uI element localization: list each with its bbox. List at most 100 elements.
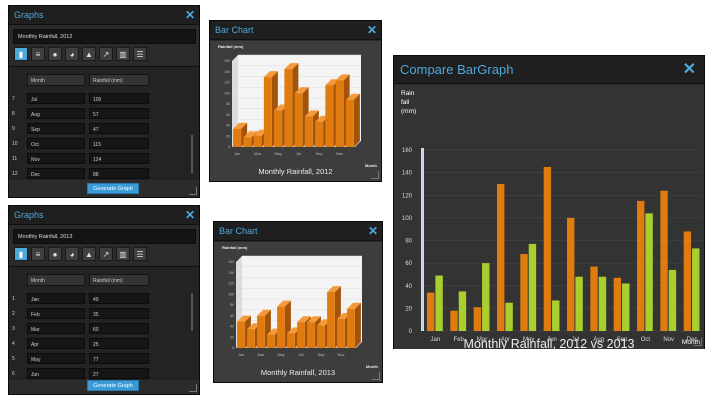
pie-chart-icon[interactable]: ◕ (65, 247, 79, 261)
column-header-rainfall[interactable]: Rainfall (mm) (89, 74, 149, 86)
y-axis-label: fall (401, 99, 410, 106)
resize-handle[interactable] (189, 384, 197, 392)
line-chart-icon[interactable]: ↗ (99, 47, 113, 61)
rainfall-cell[interactable]: 77 (89, 353, 149, 364)
row-number: 9 (12, 126, 15, 132)
horizontal-bar-icon[interactable]: ≡ (31, 47, 45, 61)
month-cell[interactable]: Sep (27, 123, 85, 134)
bar (297, 322, 305, 348)
rainfall-cell[interactable]: 47 (89, 123, 149, 134)
close-icon[interactable]: ✕ (366, 23, 377, 37)
close-icon[interactable]: ✕ (184, 8, 195, 22)
row-number: 11 (12, 156, 18, 162)
rainfall-cell[interactable]: 88 (89, 168, 149, 179)
bar (287, 333, 295, 348)
column-chart-icon[interactable]: ▥ (116, 247, 130, 261)
row-number: 1 (12, 296, 15, 302)
area-chart-icon[interactable]: ▲ (82, 47, 96, 61)
month-cell[interactable]: Mar (27, 323, 85, 334)
stacked-bar-icon[interactable]: ☰ (133, 247, 147, 261)
column-header-month[interactable]: Month (27, 274, 85, 286)
month-cell[interactable]: Nov (27, 153, 85, 164)
resize-handle[interactable] (189, 187, 197, 195)
column-header-month[interactable]: Month (27, 74, 85, 86)
month-cell[interactable]: Oct (27, 138, 85, 149)
rainfall-cell[interactable]: 60 (89, 323, 149, 334)
bar-chart-icon[interactable]: ▮ (14, 247, 28, 261)
column-header-rainfall[interactable]: Rainfall (mm) (89, 274, 149, 286)
bar-top (307, 316, 321, 323)
bar-2012 (613, 277, 622, 331)
month-cell[interactable]: Jul (27, 93, 85, 104)
y-tick-label: 140 (224, 70, 230, 74)
bar-chart-icon[interactable]: ▮ (14, 47, 28, 61)
rainfall-cell[interactable]: 25 (89, 338, 149, 349)
close-icon[interactable]: ✕ (184, 208, 195, 222)
rainfall-cell[interactable]: 124 (89, 153, 149, 164)
close-icon[interactable]: ✕ (682, 60, 696, 78)
scrollbar[interactable] (191, 293, 193, 331)
generate-graph-button[interactable]: Generate Graph (87, 183, 139, 194)
bar (307, 322, 315, 348)
rainfall-cell[interactable]: 57 (89, 108, 149, 119)
panel-header[interactable]: Compare BarGraph ✕ (394, 56, 704, 84)
resize-handle[interactable] (694, 338, 702, 346)
month-cell[interactable]: Feb (27, 308, 85, 319)
resize-handle[interactable] (371, 171, 379, 179)
chart-title-input[interactable]: Monthly Rainfall, 2013 (13, 229, 196, 244)
column-chart-icon[interactable]: ▥ (116, 47, 130, 61)
row-number: 3 (12, 326, 15, 332)
bar-2012 (567, 217, 575, 331)
x-tick-label: Sep (316, 151, 324, 156)
panel-header[interactable]: Graphs ✕ (9, 6, 199, 25)
bubble-icon[interactable]: ● (48, 47, 62, 61)
y-tick-label: 80 (226, 102, 230, 106)
bar (237, 321, 245, 348)
horizontal-bar-icon[interactable]: ≡ (31, 247, 45, 261)
area-chart-icon[interactable]: ▲ (82, 247, 96, 261)
month-cell[interactable]: Aug (27, 108, 85, 119)
generate-graph-button[interactable]: Generate Graph (87, 380, 139, 391)
rainfall-cell[interactable]: 35 (89, 308, 149, 319)
x-tick-label: May (277, 352, 285, 357)
bar-top (327, 286, 341, 293)
x-tick-label: Sep (317, 352, 325, 357)
y-tick-label: 120 (402, 193, 413, 199)
month-cell[interactable]: Jun (27, 368, 85, 379)
graphs-panel-2012: Graphs ✕ Monthly Rainfall, 2012 ▮ ≡ ● ◕ … (8, 5, 200, 198)
month-cell[interactable]: May (27, 353, 85, 364)
table-row: 7 Jul 100 (9, 93, 193, 104)
y-tick-label: 120 (228, 282, 234, 286)
bar (284, 69, 293, 147)
bubble-icon[interactable]: ● (48, 247, 62, 261)
rainfall-cell[interactable]: 49 (89, 293, 149, 304)
rainfall-cell[interactable]: 100 (89, 93, 149, 104)
stacked-bar-icon[interactable]: ☰ (133, 47, 147, 61)
line-chart-icon[interactable]: ↗ (99, 247, 113, 261)
y-tick-label: 60 (230, 314, 234, 318)
scrollbar[interactable] (191, 135, 193, 173)
bar-2012 (427, 292, 435, 331)
close-icon[interactable]: ✕ (367, 224, 378, 238)
resize-handle[interactable] (372, 372, 380, 380)
month-cell[interactable]: Jan (27, 293, 85, 304)
x-tick-label: Jul (298, 352, 303, 357)
table-row: 11 Nov 124 (9, 153, 193, 164)
bar-top (233, 122, 248, 129)
chart-title-input[interactable]: Monthly Rainfall, 2012 (13, 29, 196, 44)
bar-top (237, 315, 251, 322)
panel-header[interactable]: Bar Chart ✕ (210, 21, 381, 40)
bar (253, 135, 262, 147)
month-cell[interactable]: Apr (27, 338, 85, 349)
y-tick-label: 60 (226, 113, 230, 117)
x-tick-label: Feb (454, 337, 465, 343)
rainfall-cell[interactable]: 115 (89, 138, 149, 149)
bar-top (335, 74, 350, 81)
panel-header[interactable]: Graphs ✕ (9, 206, 199, 225)
rainfall-cell[interactable]: 27 (89, 368, 149, 379)
bar-2013 (692, 248, 700, 331)
x-tick-label: Sep (617, 337, 628, 343)
panel-header[interactable]: Bar Chart ✕ (214, 222, 382, 241)
pie-chart-icon[interactable]: ◕ (65, 47, 79, 61)
month-cell[interactable]: Dec (27, 168, 85, 179)
